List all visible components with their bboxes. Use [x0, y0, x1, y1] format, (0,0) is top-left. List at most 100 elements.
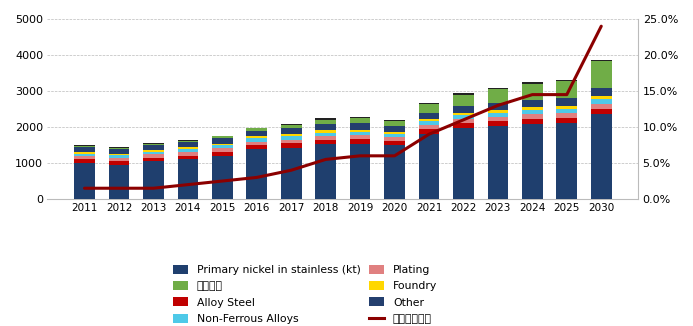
- Bar: [315, 133, 336, 136]
- Bar: [109, 154, 130, 156]
- Bar: [315, 140, 336, 144]
- Bar: [143, 152, 164, 155]
- Bar: [212, 156, 233, 199]
- Bar: [247, 131, 267, 136]
- Bar: [384, 137, 405, 141]
- Bar: [177, 159, 198, 199]
- Bar: [281, 125, 301, 128]
- Bar: [281, 140, 301, 143]
- Bar: [556, 118, 577, 124]
- Bar: [281, 136, 301, 140]
- Bar: [350, 118, 371, 124]
- Bar: [453, 106, 474, 112]
- Bar: [315, 144, 336, 199]
- Bar: [522, 125, 543, 199]
- Bar: [74, 146, 95, 147]
- Bar: [212, 145, 233, 148]
- Bar: [109, 165, 130, 199]
- Bar: [419, 119, 439, 122]
- Bar: [419, 103, 439, 104]
- Bar: [419, 134, 439, 199]
- Bar: [591, 104, 612, 109]
- Bar: [74, 159, 95, 163]
- Bar: [522, 119, 543, 125]
- Bar: [143, 143, 164, 144]
- Bar: [177, 156, 198, 159]
- Bar: [522, 110, 543, 114]
- Bar: [143, 145, 164, 150]
- Bar: [556, 113, 577, 118]
- Bar: [350, 139, 371, 143]
- Bar: [109, 149, 130, 154]
- Bar: [177, 142, 198, 147]
- Bar: [74, 154, 95, 156]
- Bar: [212, 152, 233, 156]
- Bar: [384, 121, 405, 126]
- Bar: [315, 130, 336, 133]
- Bar: [177, 152, 198, 156]
- Bar: [419, 129, 439, 134]
- Bar: [522, 84, 543, 100]
- Bar: [488, 89, 508, 103]
- Bar: [315, 120, 336, 124]
- Bar: [384, 145, 405, 199]
- Bar: [281, 128, 301, 134]
- Bar: [177, 141, 198, 142]
- Bar: [488, 103, 508, 110]
- Bar: [419, 104, 439, 113]
- Bar: [247, 142, 267, 145]
- Bar: [350, 132, 371, 135]
- Bar: [247, 139, 267, 142]
- Bar: [74, 145, 95, 146]
- Bar: [384, 132, 405, 134]
- Bar: [177, 147, 198, 149]
- Bar: [212, 143, 233, 145]
- Bar: [591, 96, 612, 99]
- Bar: [488, 88, 508, 89]
- Bar: [74, 156, 95, 159]
- Bar: [74, 147, 95, 152]
- Bar: [212, 136, 233, 138]
- Bar: [315, 136, 336, 140]
- Bar: [591, 60, 612, 61]
- Bar: [212, 138, 233, 143]
- Bar: [109, 148, 130, 149]
- Bar: [453, 112, 474, 115]
- Bar: [453, 94, 474, 95]
- Bar: [419, 113, 439, 119]
- Legend: Primary nickel in stainless (kt), 电池用镍, Alloy Steel, Non-Ferrous Alloys, Plating: Primary nickel in stainless (kt), 电池用镍, …: [173, 265, 437, 324]
- Bar: [177, 149, 198, 152]
- Bar: [488, 126, 508, 199]
- Bar: [488, 110, 508, 112]
- Bar: [109, 161, 130, 165]
- Bar: [591, 99, 612, 104]
- Bar: [247, 136, 267, 139]
- Bar: [453, 128, 474, 199]
- Bar: [109, 156, 130, 158]
- Bar: [74, 163, 95, 199]
- Bar: [247, 145, 267, 149]
- Bar: [281, 143, 301, 148]
- Bar: [74, 152, 95, 154]
- Bar: [591, 109, 612, 114]
- Bar: [522, 114, 543, 119]
- Bar: [384, 134, 405, 137]
- Bar: [350, 129, 371, 132]
- Bar: [522, 100, 543, 107]
- Bar: [556, 98, 577, 106]
- Bar: [177, 140, 198, 141]
- Bar: [109, 158, 130, 161]
- Bar: [281, 124, 301, 125]
- Bar: [247, 128, 267, 131]
- Bar: [453, 119, 474, 123]
- Bar: [315, 118, 336, 120]
- Bar: [350, 143, 371, 199]
- Bar: [488, 117, 508, 121]
- Bar: [350, 124, 371, 129]
- Bar: [556, 80, 577, 81]
- Bar: [143, 158, 164, 161]
- Bar: [419, 125, 439, 129]
- Bar: [556, 106, 577, 109]
- Bar: [143, 144, 164, 145]
- Bar: [488, 121, 508, 126]
